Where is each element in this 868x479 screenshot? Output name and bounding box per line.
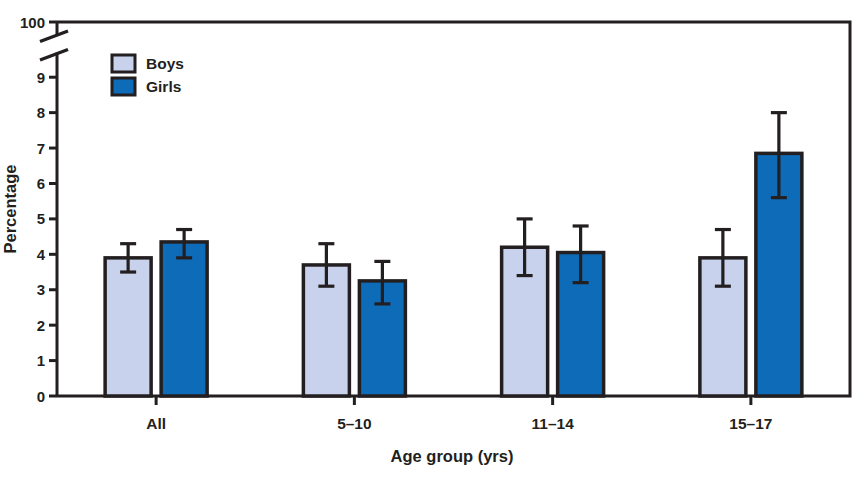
axis-break-slash bbox=[40, 50, 68, 61]
x-tick-label: All bbox=[146, 415, 166, 432]
x-axis-title: Age group (yrs) bbox=[391, 447, 514, 465]
y-tick-label-top: 100 bbox=[20, 14, 45, 31]
bar-boys-all bbox=[105, 258, 151, 396]
legend-label-boys: Boys bbox=[146, 55, 184, 72]
x-tick-label: 11–14 bbox=[532, 415, 575, 432]
y-tick-label: 2 bbox=[37, 317, 45, 334]
y-axis-title: Percentage bbox=[1, 165, 19, 254]
y-tick-label: 0 bbox=[37, 388, 45, 405]
bar-girls-all bbox=[161, 242, 207, 396]
legend-swatch-girls bbox=[112, 78, 135, 95]
y-tick-label: 1 bbox=[37, 352, 45, 369]
x-tick-label: 5–10 bbox=[337, 415, 371, 432]
x-tick-label: 15–17 bbox=[729, 415, 772, 432]
y-tick-label: 3 bbox=[37, 281, 45, 298]
grouped-bar-chart: 0 1 2 3 4 5 6 7 8 9 100 All 5–10 11–14 15–17 Boys Girls… bbox=[0, 0, 868, 479]
legend: Boys Girls bbox=[112, 55, 184, 95]
y-tick-label: 6 bbox=[37, 175, 45, 192]
chart-figure: 0 1 2 3 4 5 6 7 8 9 100 All 5–10 11–14 15–17 Boys Girls… bbox=[0, 0, 868, 479]
y-tick-label: 5 bbox=[37, 210, 45, 227]
y-tick-label: 4 bbox=[37, 246, 46, 263]
y-tick-label: 7 bbox=[37, 140, 45, 157]
legend-swatch-boys bbox=[112, 55, 135, 72]
axis-break-slash bbox=[40, 31, 68, 42]
y-tick-label: 9 bbox=[37, 69, 45, 86]
error-bars-group bbox=[120, 113, 787, 304]
bars-group bbox=[105, 153, 802, 396]
y-tick-label: 8 bbox=[37, 104, 45, 121]
legend-label-girls: Girls bbox=[146, 78, 181, 95]
